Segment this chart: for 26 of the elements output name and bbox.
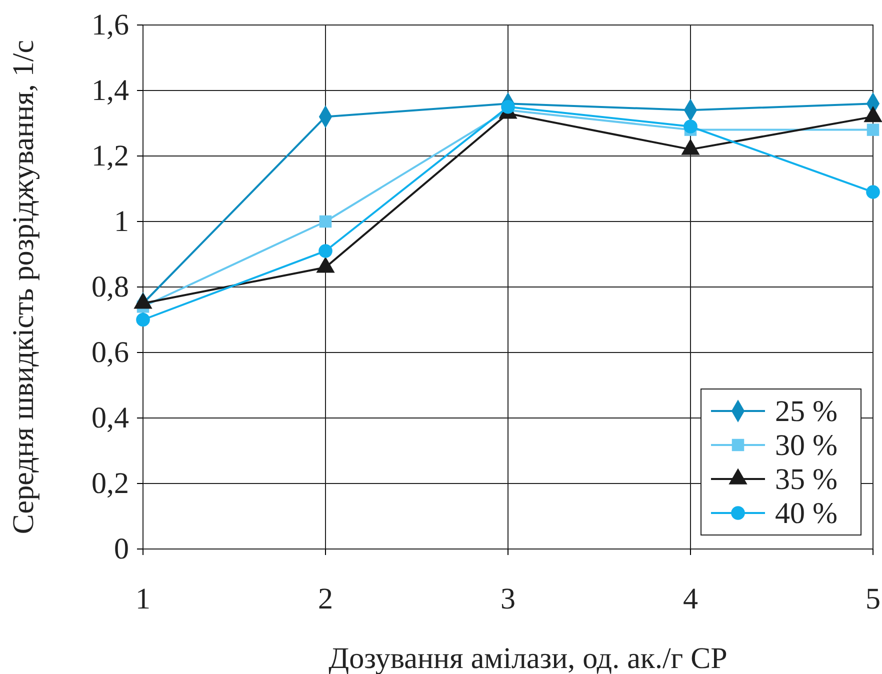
y-tick-label: 1,4: [92, 74, 129, 108]
x-tick-label: 2: [318, 582, 333, 616]
x-tick-label: 5: [866, 582, 880, 616]
y-tick-label: 0,2: [92, 467, 129, 500]
x-tick-label: 1: [136, 582, 150, 616]
point: [866, 185, 880, 199]
legend-label: 25 %: [775, 395, 838, 428]
point: [684, 120, 698, 134]
y-tick-label: 1,2: [92, 140, 129, 173]
point: [319, 215, 332, 228]
y-axis-title: Середня швидкість розріджування, 1/с: [7, 40, 40, 534]
y-tick-label: 1,6: [92, 8, 129, 42]
x-tick-label: 4: [683, 582, 698, 616]
point: [318, 244, 332, 258]
legend-label: 30 %: [775, 429, 838, 462]
point: [866, 124, 880, 136]
y-tick-label: 0,6: [92, 336, 129, 370]
y-tick-label: 0,8: [92, 270, 129, 304]
y-tick-label: 0,4: [92, 402, 129, 435]
x-tick-label: 3: [500, 582, 516, 616]
point: [136, 312, 150, 327]
point: [501, 100, 515, 114]
y-tick-label: 1: [114, 205, 129, 238]
legend-label: 40 %: [775, 497, 838, 530]
legend-label: 35 %: [775, 463, 838, 496]
y-tick-label: 0: [114, 532, 129, 566]
